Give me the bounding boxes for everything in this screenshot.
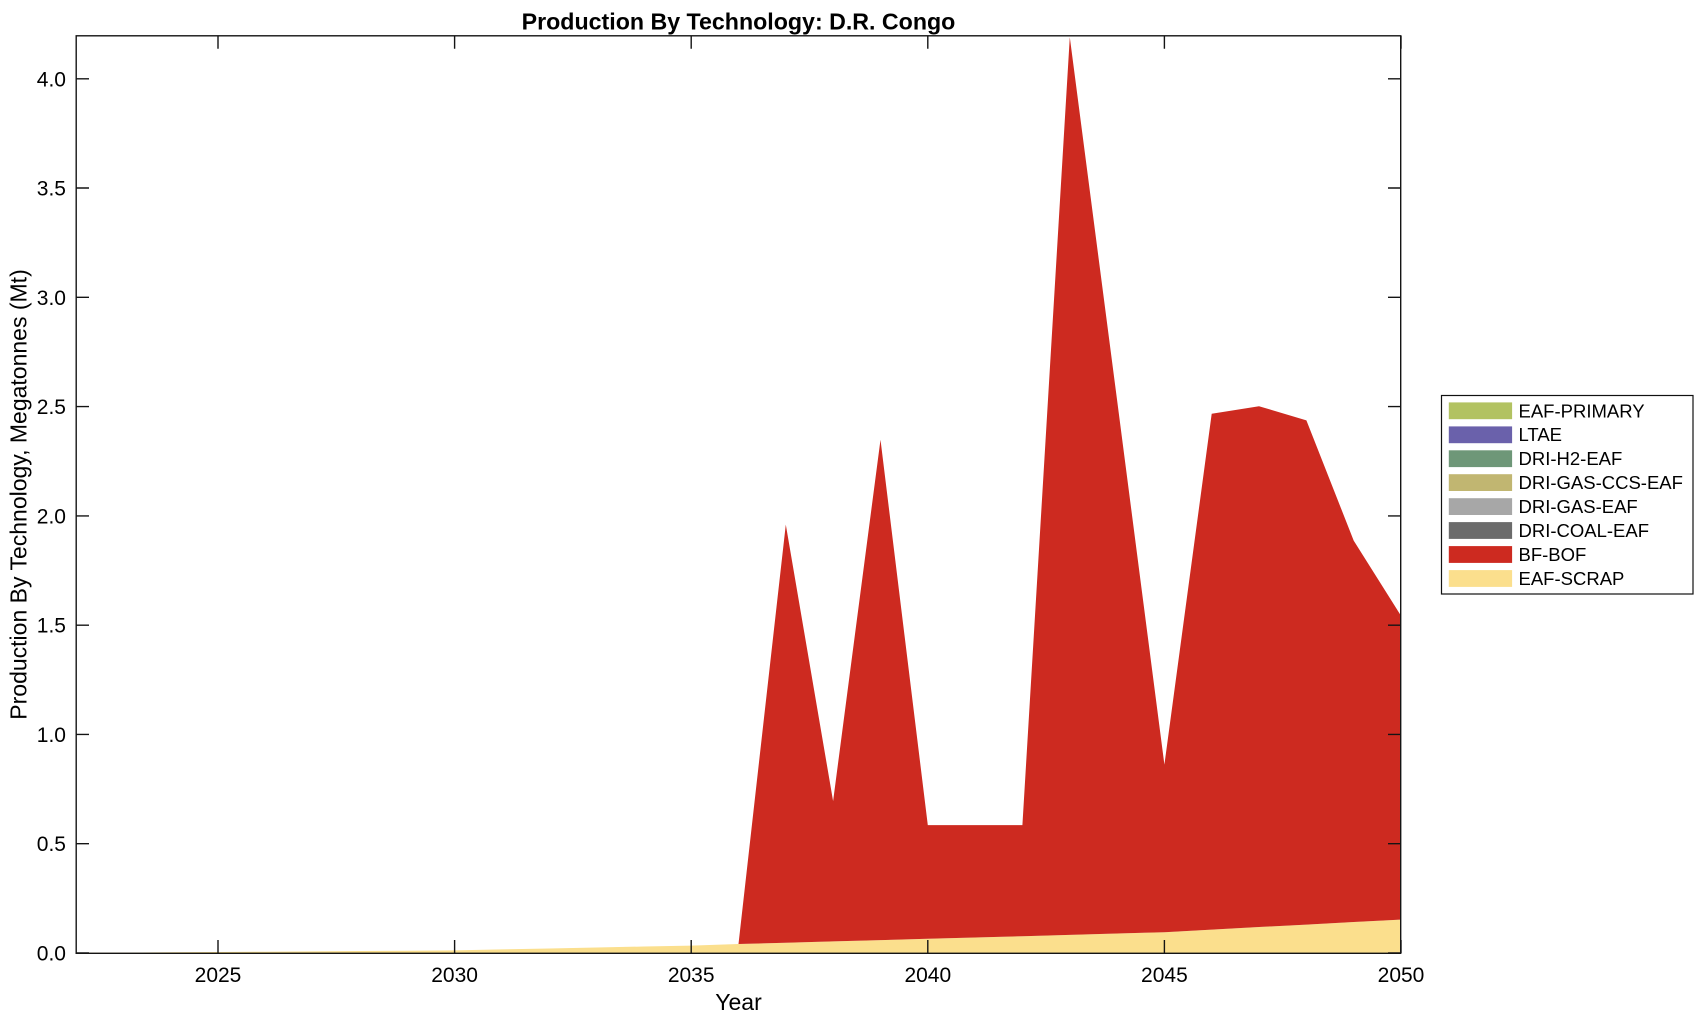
svg-text:Production By Technology: D.R.: Production By Technology: D.R. Congo <box>522 9 956 35</box>
svg-text:2025: 2025 <box>195 964 242 987</box>
svg-text:0.0: 0.0 <box>37 943 66 966</box>
svg-text:0.5: 0.5 <box>37 833 66 856</box>
svg-text:2.0: 2.0 <box>37 505 66 528</box>
svg-text:DRI-H2-EAF: DRI-H2-EAF <box>1519 448 1623 469</box>
svg-text:Production By Technology, Mega: Production By Technology, Megatonnes (Mt… <box>6 269 32 719</box>
svg-text:4.0: 4.0 <box>37 68 66 91</box>
svg-text:3.5: 3.5 <box>37 178 66 201</box>
svg-text:2.5: 2.5 <box>37 396 66 419</box>
svg-text:2040: 2040 <box>904 964 951 987</box>
svg-text:DRI-COAL-EAF: DRI-COAL-EAF <box>1519 520 1650 541</box>
svg-text:EAF-PRIMARY: EAF-PRIMARY <box>1519 400 1645 421</box>
svg-text:1.5: 1.5 <box>37 615 66 638</box>
svg-text:DRI-GAS-CCS-EAF: DRI-GAS-CCS-EAF <box>1519 472 1683 493</box>
svg-text:1.0: 1.0 <box>37 724 66 747</box>
svg-text:BF-BOF: BF-BOF <box>1519 544 1587 565</box>
svg-text:DRI-GAS-EAF: DRI-GAS-EAF <box>1519 496 1638 517</box>
svg-text:2030: 2030 <box>431 964 478 987</box>
svg-text:2045: 2045 <box>1141 964 1188 987</box>
svg-text:3.0: 3.0 <box>37 287 66 310</box>
svg-text:2050: 2050 <box>1378 964 1425 987</box>
svg-text:2035: 2035 <box>668 964 715 987</box>
svg-text:LTAE: LTAE <box>1519 424 1563 445</box>
svg-text:EAF-SCRAP: EAF-SCRAP <box>1519 568 1625 589</box>
svg-text:Year: Year <box>715 989 762 1015</box>
